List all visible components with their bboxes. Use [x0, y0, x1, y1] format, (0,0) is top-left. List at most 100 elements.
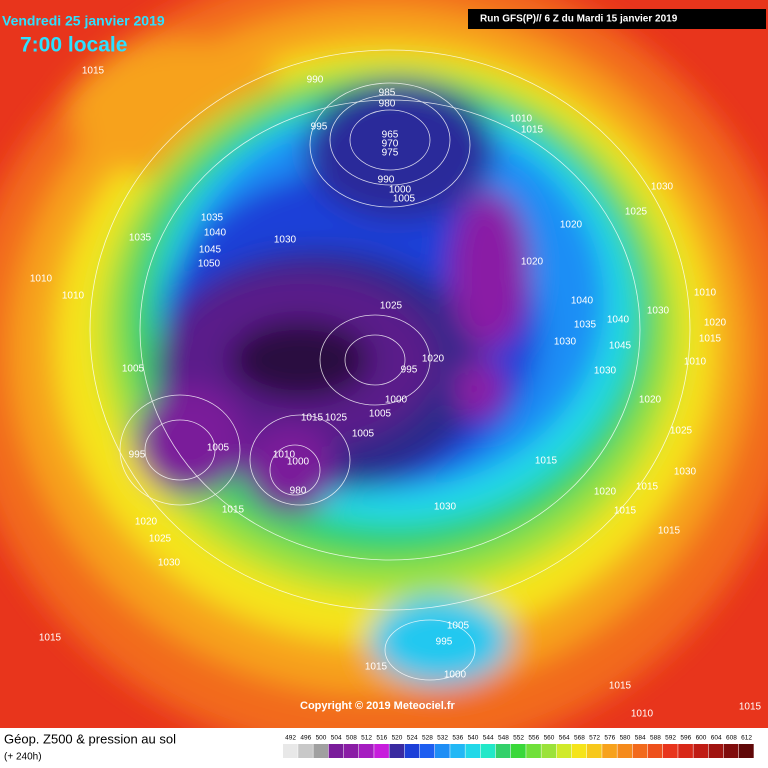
scale-swatch: [298, 744, 313, 758]
scale-swatch: [739, 744, 754, 758]
isobar-label: 995: [129, 450, 146, 461]
run-banner: [468, 9, 766, 29]
scale-swatch: [541, 744, 557, 758]
scale-swatch: [526, 744, 541, 758]
scale-swatch: [359, 744, 374, 758]
isobar-label: 980: [379, 99, 396, 110]
scale-label: 552: [513, 735, 524, 742]
scale-label: 572: [589, 735, 600, 742]
scale-label: 516: [376, 735, 387, 742]
isobar-label: 1020: [135, 517, 158, 528]
scale-label: 496: [300, 735, 311, 742]
isobar-label: 1015: [222, 505, 245, 516]
isobar-label: 975: [382, 148, 399, 159]
isobar-label: 1005: [369, 409, 392, 420]
scale-swatch: [328, 744, 344, 758]
isobar-label: 1020: [594, 487, 617, 498]
scale-label: 536: [452, 735, 463, 742]
isobar-label: 1010: [631, 709, 654, 720]
scale-swatch: [587, 744, 602, 758]
isobar-label: 1015: [699, 334, 722, 345]
scale-label: 524: [407, 735, 418, 742]
valid-date: Vendredi 25 janvier 2019: [2, 13, 165, 29]
isobar-label: 1000: [444, 670, 467, 681]
isobar-label: 1015: [301, 413, 324, 424]
scale-label: 580: [620, 735, 631, 742]
scale-label: 576: [604, 735, 615, 742]
isobar-label: 995: [401, 365, 418, 376]
isobar-label: 1015: [609, 681, 632, 692]
scale-label: 492: [285, 735, 296, 742]
isobar-label: 1015: [739, 702, 762, 713]
scale-label: 588: [650, 735, 661, 742]
isobar-label: 1025: [625, 207, 648, 218]
isobar-label: 1005: [207, 443, 230, 454]
isobar-label: 1050: [198, 259, 221, 270]
scale-swatch: [678, 744, 693, 758]
isobar-label: 1000: [389, 185, 412, 196]
isobar-label: 1005: [393, 194, 416, 205]
isobar-label: 1015: [82, 66, 105, 77]
isobar-label: 1005: [447, 621, 470, 632]
scale-swatch: [693, 744, 709, 758]
scale-label: 500: [316, 735, 327, 742]
scale-swatch: [404, 744, 420, 758]
isobar-label: 1015: [636, 482, 659, 493]
legend-subtitle: (+ 240h): [4, 752, 42, 763]
scale-swatch: [495, 744, 511, 758]
scale-label: 604: [711, 735, 722, 742]
isobar-label: 1040: [607, 315, 630, 326]
isobar-label: 1035: [574, 320, 597, 331]
scale-label: 612: [741, 735, 752, 742]
isobar-label: 995: [311, 122, 328, 133]
isobar-label: 1030: [434, 502, 457, 513]
isobar-label: 1025: [325, 413, 348, 424]
isobar-label: 1020: [560, 220, 583, 231]
scale-swatch: [450, 744, 465, 758]
isobar-label: 1010: [62, 291, 85, 302]
isobar-label: 1010: [694, 288, 717, 299]
scale-label: 560: [544, 735, 555, 742]
scale-label: 608: [726, 735, 737, 742]
scale-label: 528: [422, 735, 433, 742]
scale-label: 564: [559, 735, 570, 742]
scale-swatch: [480, 744, 496, 758]
isobar-label: 1010: [684, 357, 707, 368]
isobar-label: 995: [436, 637, 453, 648]
scale-swatch: [647, 744, 663, 758]
scale-swatch: [602, 744, 617, 758]
isobar-label: 1030: [554, 337, 577, 348]
isobar-label: 1040: [571, 296, 594, 307]
isobar-label: 1010: [273, 450, 296, 461]
isobar-label: 970: [382, 139, 399, 150]
isobar-label: 1035: [129, 233, 152, 244]
isobar-label: 1020: [422, 354, 445, 365]
scale-label: 508: [346, 735, 357, 742]
isobar-label: 1045: [199, 245, 222, 256]
scale-swatch: [617, 744, 633, 758]
scale-swatch: [343, 744, 359, 758]
isobar-label: 1045: [609, 341, 632, 352]
scale-swatch: [632, 744, 648, 758]
scale-swatch: [663, 744, 678, 758]
scale-label: 512: [361, 735, 372, 742]
isobar-label: 1030: [674, 467, 697, 478]
scale-swatch: [374, 744, 389, 758]
scale-swatch: [313, 744, 329, 758]
scale-swatch: [419, 744, 435, 758]
scale-swatch: [435, 744, 450, 758]
legend-title: Géop. Z500 & pression au sol: [4, 731, 176, 746]
isobar-label: 1010: [30, 274, 53, 285]
isobar-label: 1015: [521, 125, 544, 136]
isobar-label: 1000: [385, 395, 408, 406]
isobar-label: 1025: [380, 301, 403, 312]
isobar-label: 1030: [594, 366, 617, 377]
isobar-label: 1030: [651, 182, 674, 193]
run-info: Run GFS(P)// 6 Z du Mardi 15 janvier 201…: [480, 14, 678, 25]
scale-label: 592: [665, 735, 676, 742]
isobar-label: 1005: [122, 364, 145, 375]
scale-swatch: [708, 744, 724, 758]
isobar-label: 1010: [510, 114, 533, 125]
scale-swatch: [283, 744, 298, 758]
